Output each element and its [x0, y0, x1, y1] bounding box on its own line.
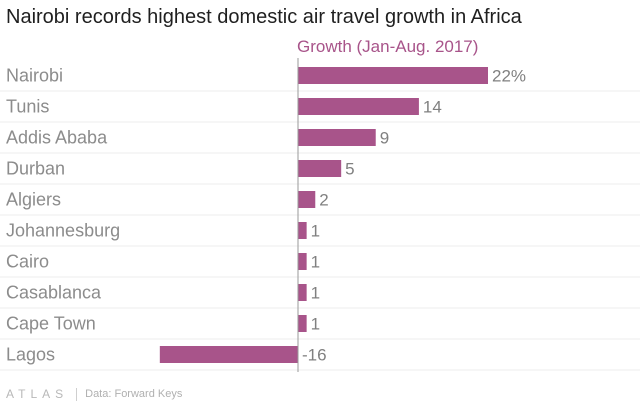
bar: [298, 160, 342, 177]
value-label: 1: [311, 253, 320, 272]
footer: ATLAS Data: Forward Keys: [6, 385, 182, 403]
category-label: Lagos: [6, 345, 55, 365]
bar: [159, 346, 298, 363]
gridlines: [0, 90, 640, 371]
atlas-logo: ATLAS: [6, 387, 69, 401]
bar: [298, 315, 307, 332]
category-label: Tunis: [6, 97, 49, 117]
category-label: Nairobi: [6, 66, 63, 86]
value-label: 1: [311, 315, 320, 334]
category-label: Durban: [6, 159, 65, 179]
category-label: Algiers: [6, 190, 61, 210]
chart-title: Nairobi records highest domestic air tra…: [6, 6, 522, 28]
value-label: 14: [423, 98, 442, 117]
value-label: 5: [345, 160, 354, 179]
bar: [298, 191, 316, 208]
bars: [159, 67, 488, 363]
value-label: 22%: [492, 67, 526, 86]
category-label: Johannesburg: [6, 221, 120, 241]
value-label: 1: [311, 222, 320, 241]
bar: [298, 67, 488, 84]
source-note: Data: Forward Keys: [85, 388, 183, 400]
labels: Nairobi 22% Tunis 14 Addis Ababa 9 Durban 5 Algi…: [6, 66, 526, 365]
value-label: 2: [319, 191, 328, 210]
bar: [298, 222, 307, 239]
value-label: -16: [302, 346, 327, 365]
value-label: 1: [311, 284, 320, 303]
bar: [298, 129, 376, 146]
footer-divider: [76, 387, 78, 401]
category-label: Casablanca: [6, 283, 102, 303]
value-label: 9: [380, 129, 389, 148]
bar: [298, 98, 419, 115]
series-label: Growth (Jan-Aug. 2017): [297, 37, 478, 56]
category-label: Addis Ababa: [6, 128, 108, 148]
category-label: Cape Town: [6, 314, 96, 334]
bar: [298, 253, 307, 270]
category-label: Cairo: [6, 252, 49, 272]
bar: [298, 284, 307, 301]
